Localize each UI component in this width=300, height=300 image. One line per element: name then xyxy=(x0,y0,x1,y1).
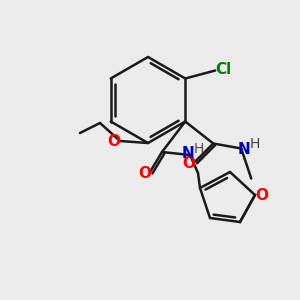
Text: O: O xyxy=(256,188,268,202)
Text: N: N xyxy=(238,142,250,157)
Text: O: O xyxy=(139,167,152,182)
Text: O: O xyxy=(183,156,196,171)
Text: O: O xyxy=(107,134,121,148)
Text: Cl: Cl xyxy=(215,62,231,77)
Text: N: N xyxy=(182,146,194,161)
Text: H: H xyxy=(250,137,260,152)
Text: H: H xyxy=(194,142,204,156)
